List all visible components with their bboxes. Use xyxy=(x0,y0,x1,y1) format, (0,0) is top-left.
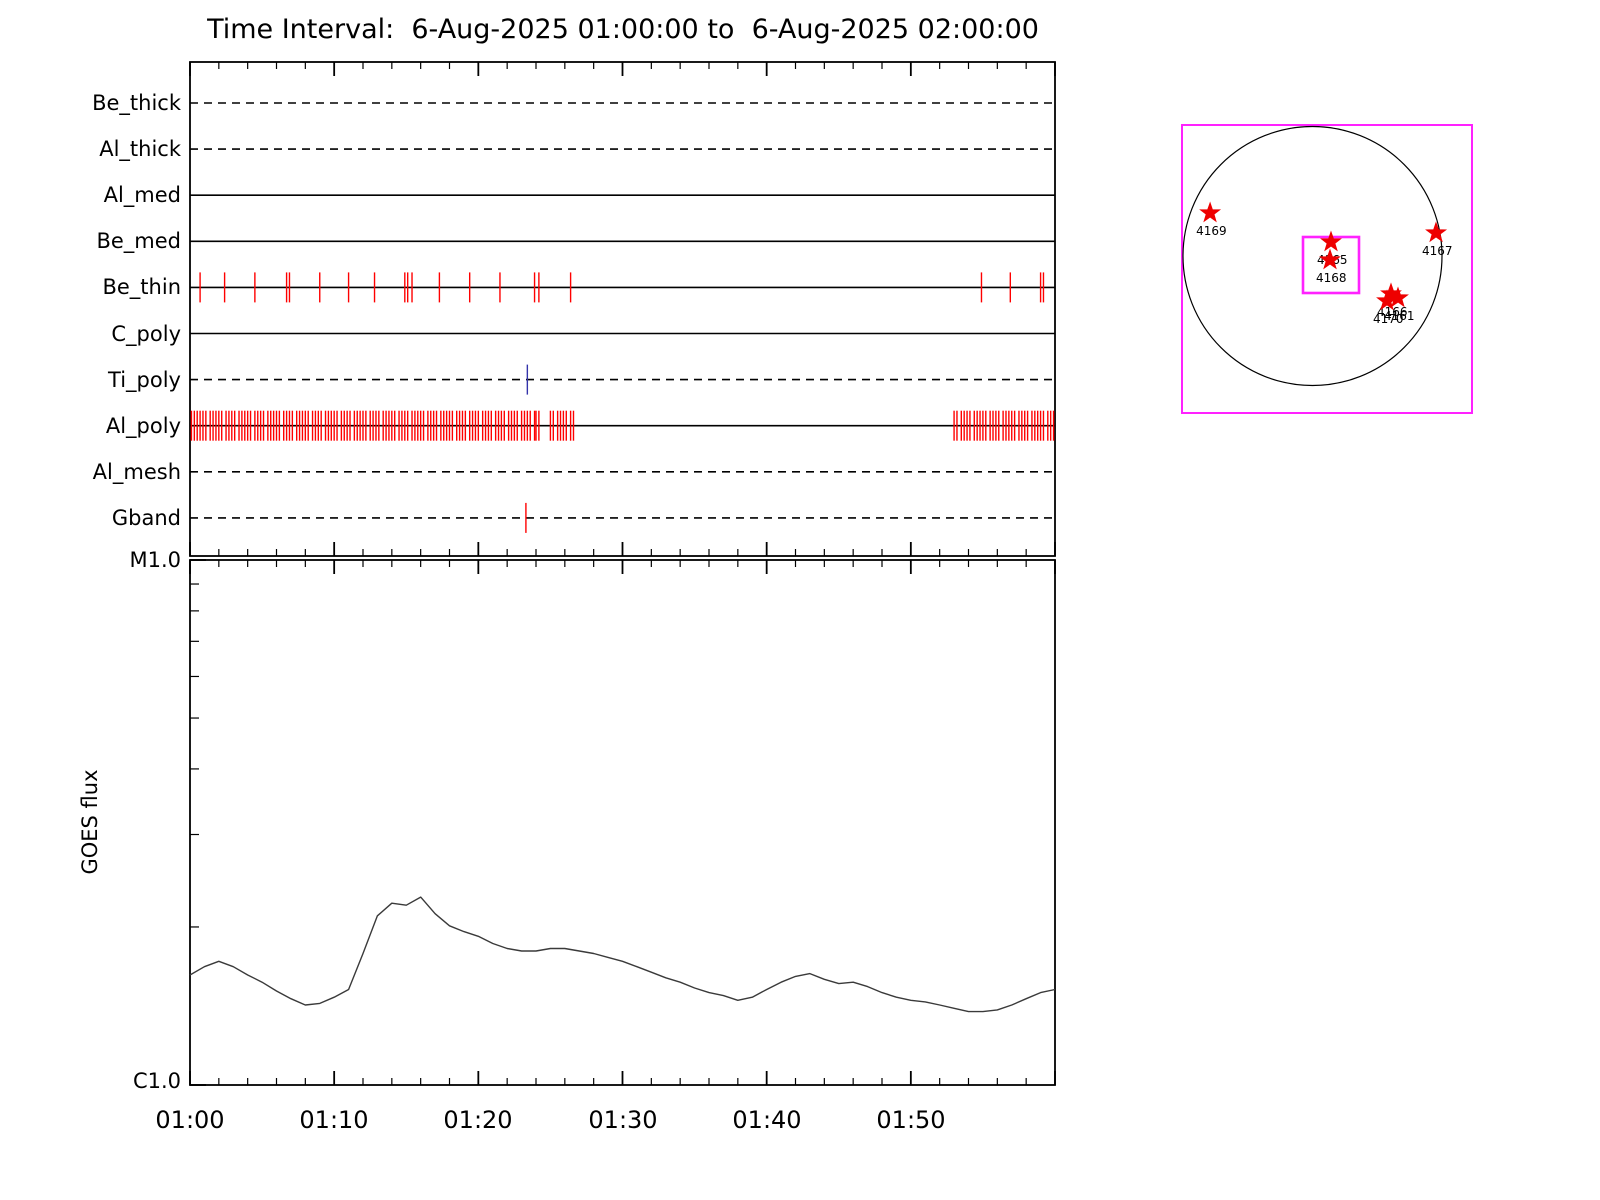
x-tick-label-0120: 01:20 xyxy=(443,1106,513,1134)
active-region-star-4167 xyxy=(1425,221,1448,243)
active-region-star-4165 xyxy=(1320,230,1342,252)
x-tick-label-0150: 01:50 xyxy=(876,1106,946,1134)
solar-limb-circle xyxy=(1182,125,1443,387)
y-tick-label-m1: M1.0 xyxy=(129,548,181,572)
goes-flux-curve xyxy=(189,896,1056,1013)
row-label-be-med: Be_med xyxy=(96,229,181,253)
active-region-label-4161: 4161 xyxy=(1384,309,1415,323)
active-region-label-4169: 4169 xyxy=(1196,224,1227,238)
goes-flux-axis-label: GOES flux xyxy=(78,769,102,875)
plot-title: Time Interval: 6-Aug-2025 01:00:00 to 6-… xyxy=(207,14,1039,45)
solar-map-frame xyxy=(1181,124,1473,414)
x-tick-label-0100: 01:00 xyxy=(155,1106,225,1134)
filter-panel-border xyxy=(189,61,1056,557)
row-label-c-poly: C_poly xyxy=(111,322,181,346)
row-label-al-thick: Al_thick xyxy=(99,137,181,161)
goes-panel-border xyxy=(189,559,1056,1086)
active-region-label-4170: 4170 xyxy=(1373,312,1404,326)
row-label-be-thin: Be_thin xyxy=(102,275,181,299)
active-region-star-4170 xyxy=(1376,289,1398,311)
row-label-al-mesh: Al_mesh xyxy=(92,460,181,484)
row-label-ti-poly: Ti_poly xyxy=(108,368,181,392)
active-region-label-4166: 4166 xyxy=(1377,305,1408,319)
active-region-label-4168: 4168 xyxy=(1316,271,1347,285)
y-tick-label-c1: C1.0 xyxy=(132,1069,181,1093)
x-tick-label-0140: 01:40 xyxy=(732,1106,802,1134)
row-label-be-thick: Be_thick xyxy=(92,91,181,115)
row-label-al-med: Al_med xyxy=(103,183,181,207)
row-label-al-poly: Al_poly xyxy=(105,414,181,438)
row-label-gband: Gband xyxy=(111,506,181,530)
active-region-label-4167: 4167 xyxy=(1422,244,1453,258)
x-tick-label-0130: 01:30 xyxy=(588,1106,658,1134)
active-region-star-4169 xyxy=(1199,201,1222,223)
x-tick-label-0110: 01:10 xyxy=(299,1106,369,1134)
active-region-star-4161 xyxy=(1387,286,1409,308)
active-region-star-4168 xyxy=(1319,248,1341,270)
